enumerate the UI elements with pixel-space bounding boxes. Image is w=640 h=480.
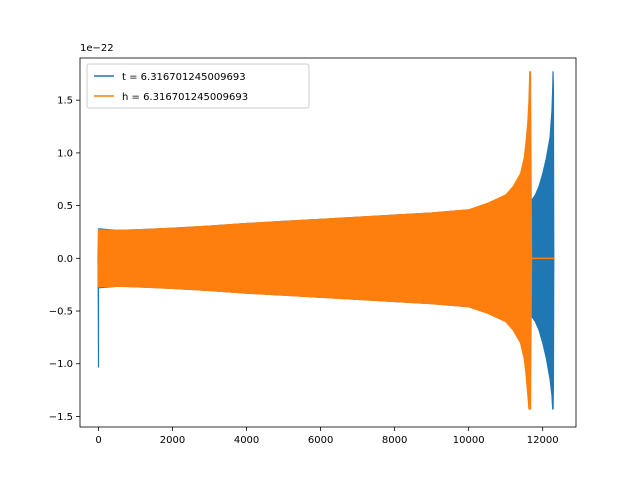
- y-tick-label: 0.0: [57, 254, 73, 265]
- x-tick-label: 6000: [308, 435, 333, 446]
- series-envelope: [97, 71, 555, 410]
- legend: t = 6.316701245009693 h = 6.3167012450096…: [86, 63, 310, 109]
- axes-frame: [79, 57, 577, 428]
- x-tick-label: 0: [95, 435, 101, 446]
- y-tick-label: −1.0: [49, 359, 73, 370]
- x-tick-label: 4000: [234, 435, 259, 446]
- x-tick-label: 12000: [527, 435, 559, 446]
- series-h: [97, 71, 555, 410]
- y-tick-label: 1.0: [57, 148, 73, 159]
- y-offset-text: 1e−22: [80, 43, 114, 54]
- plot-area: [97, 71, 555, 410]
- x-tick-label: 10000: [453, 435, 485, 446]
- y-tick-label: 1.5: [57, 96, 73, 107]
- y-tick-label: −1.5: [49, 412, 73, 423]
- x-tick-label: 8000: [382, 435, 407, 446]
- legend-label: t = 6.316701245009693: [122, 72, 246, 83]
- legend-box: [86, 63, 310, 109]
- y-tick-label: 0.5: [57, 201, 73, 212]
- x-axis: 0 2000 4000 6000 8000 10000 12000: [95, 427, 559, 446]
- legend-label: h = 6.316701245009693: [122, 92, 248, 103]
- y-tick-label: −0.5: [49, 307, 73, 318]
- x-tick-label: 2000: [160, 435, 185, 446]
- y-axis: −1.5 −1.0 −0.5 0.0 0.5 1.0 1.5: [49, 96, 80, 423]
